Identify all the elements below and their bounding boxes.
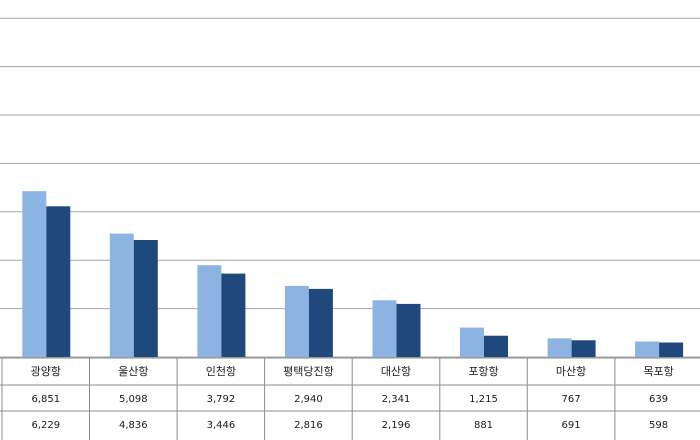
bar-series1-2	[109, 233, 134, 357]
bar-series2-2	[133, 240, 158, 357]
data-value-label: 3,446	[207, 420, 236, 431]
category-label: 울산항	[118, 365, 148, 378]
bar-series2-7	[571, 340, 596, 357]
bar-series2-4	[308, 288, 333, 357]
data-value-label: 6,229	[31, 420, 60, 431]
bar-series1-8	[635, 341, 660, 357]
data-value-label: 598	[649, 420, 668, 431]
data-value-label: 691	[562, 420, 581, 431]
bar-series1-6	[460, 327, 484, 357]
category-label: 마산항	[556, 365, 586, 378]
category-label: 목포항	[643, 365, 673, 378]
data-value-label: 767	[562, 394, 581, 405]
bar-series1-1	[22, 191, 47, 357]
bar-series1-7	[547, 338, 572, 357]
bar-series1-5	[372, 300, 397, 357]
bar-series1-4	[284, 285, 309, 357]
data-table: 광양항 6,851 6,229 울산항 5,098 4,836 인천항 3,792 3,446 평…	[0, 357, 700, 440]
data-value-label: 2,341	[382, 394, 411, 405]
bar-series2-5	[396, 303, 421, 357]
category-label: 평택당진항	[283, 365, 334, 378]
data-value-label: 2,816	[294, 420, 323, 431]
bar-series2-1	[46, 206, 71, 357]
data-value-label: 6,851	[31, 394, 60, 405]
bar-series1-3	[197, 265, 222, 357]
category-label: 광양항	[31, 365, 61, 378]
data-value-label: 1,215	[469, 394, 498, 405]
bar-series2-6	[484, 335, 508, 357]
category-label: 포항항	[468, 365, 498, 378]
data-value-label: 4,836	[119, 420, 148, 431]
category-label: 대산항	[381, 365, 411, 378]
data-value-label: 881	[474, 420, 493, 431]
category-label: 인천항	[206, 364, 236, 378]
data-value-label: 2,196	[382, 420, 411, 431]
bars	[22, 191, 684, 357]
data-value-label: 3,792	[207, 394, 236, 405]
bar-series2-8	[659, 342, 684, 357]
data-value-label: 2,940	[294, 394, 323, 405]
bar-series2-3	[221, 273, 246, 357]
gridlines	[0, 17, 700, 358]
data-value-label: 639	[649, 394, 668, 405]
data-value-label: 5,098	[119, 394, 148, 405]
